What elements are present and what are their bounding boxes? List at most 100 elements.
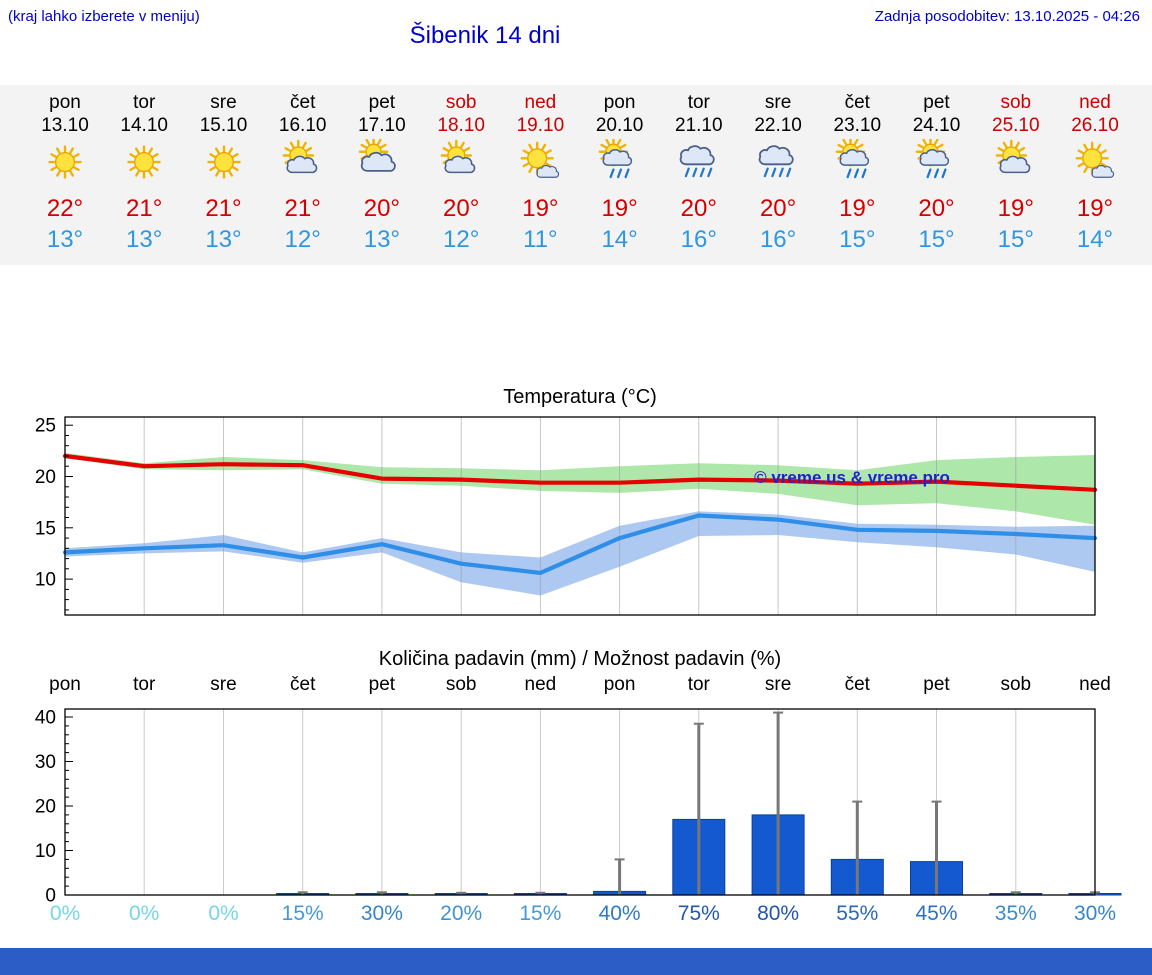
day-date: 26.10 bbox=[1071, 115, 1119, 136]
day-name: pet bbox=[368, 92, 396, 113]
forecast-day-17.10[interactable]: pet 17.10 20° 13° bbox=[339, 85, 425, 254]
forecast-day-23.10[interactable]: čet 23.10 19° 15° bbox=[814, 85, 900, 254]
day-date: 24.10 bbox=[912, 115, 961, 136]
sunny-icon bbox=[22, 139, 108, 189]
min-temp: 15° bbox=[839, 226, 876, 253]
precip-day-label: pon bbox=[603, 674, 636, 695]
sunny-icon bbox=[181, 139, 267, 189]
precip-day-label: sre bbox=[764, 674, 792, 695]
precip-day-labels-row: pon tor sre čet pet sob ned pon tor sre čet pet sob n… bbox=[0, 674, 1152, 698]
forecast-day-24.10[interactable]: pet 24.10 20° 15° bbox=[894, 85, 980, 254]
day-date: 18.10 bbox=[437, 115, 485, 136]
day-name: sre bbox=[210, 92, 237, 113]
partly-cloudy-icon bbox=[973, 139, 1059, 189]
day-name: sob bbox=[445, 92, 477, 113]
max-temp: 21° bbox=[205, 195, 242, 222]
svg-text:0: 0 bbox=[45, 886, 56, 904]
day-date: 14.10 bbox=[120, 115, 168, 136]
svg-text:20: 20 bbox=[35, 797, 56, 818]
forecast-day-19.10[interactable]: ned 19.10 19° 11° bbox=[497, 85, 583, 254]
partly-cloudy-icon bbox=[418, 139, 504, 189]
cloudy-sun-icon bbox=[339, 136, 425, 189]
day-name: sre bbox=[764, 92, 792, 113]
day-date: 20.10 bbox=[595, 115, 644, 136]
forecast-day-21.10[interactable]: tor 21.10 20° 16° bbox=[656, 85, 742, 254]
precip-day-label: tor bbox=[687, 674, 710, 695]
min-temp: 14° bbox=[601, 226, 638, 253]
precip-percent: 80% bbox=[757, 902, 800, 925]
mostly-sunny-icon bbox=[1052, 139, 1138, 189]
precipitation-chart-title: Količina padavin (mm) / Možnost padavin … bbox=[378, 648, 782, 670]
forecast-day-25.10[interactable]: sob 25.10 19° 15° bbox=[973, 85, 1059, 254]
day-date: 13.10 bbox=[41, 115, 89, 136]
day-name: tor bbox=[133, 92, 156, 113]
copyright-watermark: © vreme.us & vreme.pro bbox=[754, 468, 950, 487]
rain-icon bbox=[735, 139, 821, 189]
day-name: pet bbox=[923, 92, 950, 113]
max-temp: 20° bbox=[680, 195, 717, 222]
precip-percent: 45% bbox=[915, 902, 958, 925]
forecast-strip: pon 13.10 22° 13° tor 14.10 21° 13° sre 15.10 21° 1… bbox=[0, 85, 1152, 265]
forecast-day-20.10[interactable]: pon 20.10 19° 14° bbox=[577, 85, 663, 254]
max-temp: 20° bbox=[759, 195, 797, 222]
precip-day-label: sob bbox=[1000, 674, 1032, 695]
forecast-day-15.10[interactable]: sre 15.10 21° 13° bbox=[181, 85, 267, 254]
min-temp: 13° bbox=[46, 226, 84, 253]
min-temp: 15° bbox=[918, 226, 955, 253]
min-temp: 13° bbox=[205, 226, 242, 253]
day-name: sob bbox=[1000, 92, 1032, 113]
mostly-sunny-icon bbox=[497, 139, 583, 189]
svg-text:25: 25 bbox=[35, 416, 56, 437]
day-name: ned bbox=[524, 92, 557, 113]
precip-percent: 15% bbox=[519, 902, 562, 925]
day-name: tor bbox=[687, 92, 710, 113]
day-date: 19.10 bbox=[516, 115, 565, 136]
forecast-day-16.10[interactable]: čet 16.10 21° 12° bbox=[260, 85, 346, 254]
svg-text:15: 15 bbox=[35, 518, 56, 539]
svg-text:10: 10 bbox=[35, 570, 56, 591]
precip-percent: 0% bbox=[129, 902, 160, 925]
day-date: 21.10 bbox=[675, 115, 723, 136]
day-name: čet bbox=[844, 92, 870, 113]
day-date: 15.10 bbox=[199, 115, 248, 136]
precip-percent: 15% bbox=[281, 902, 324, 925]
day-date: 23.10 bbox=[833, 115, 882, 136]
precip-day-label: pet bbox=[923, 674, 950, 695]
forecast-day-26.10[interactable]: ned 26.10 19° 14° bbox=[1052, 85, 1138, 254]
precip-day-label: sre bbox=[210, 674, 237, 695]
menu-hint-text: (kraj lahko izberete v meniju) bbox=[8, 8, 200, 25]
max-temp: 21° bbox=[126, 195, 163, 222]
forecast-day-22.10[interactable]: sre 22.10 20° 16° bbox=[735, 85, 821, 254]
day-name: pon bbox=[603, 92, 636, 113]
day-date: 25.10 bbox=[992, 115, 1040, 136]
day-date: 17.10 bbox=[358, 115, 406, 136]
precip-day-label: sob bbox=[445, 674, 477, 695]
page-title: Šibenik 14 dni bbox=[409, 22, 561, 49]
partly-cloudy-icon bbox=[260, 139, 346, 189]
svg-text:40: 40 bbox=[35, 708, 56, 729]
precip-percent: 40% bbox=[598, 902, 641, 925]
max-temp: 20° bbox=[918, 195, 955, 222]
max-temp: 22° bbox=[46, 195, 84, 222]
forecast-day-13.10[interactable]: pon 13.10 22° 13° bbox=[22, 85, 108, 254]
precip-day-label: pet bbox=[368, 674, 396, 695]
day-name: čet bbox=[290, 92, 316, 113]
sun-showers-icon bbox=[577, 136, 663, 189]
svg-text:30: 30 bbox=[35, 752, 56, 773]
forecast-day-14.10[interactable]: tor 14.10 21° 13° bbox=[101, 85, 187, 254]
min-temp: 13° bbox=[363, 226, 401, 253]
min-temp: 15° bbox=[997, 226, 1034, 253]
precipitation-chart: 0 10 20 30 40 bbox=[35, 708, 1122, 904]
forecast-day-18.10[interactable]: sob 18.10 20° 12° bbox=[418, 85, 504, 254]
precip-day-label: čet bbox=[290, 674, 316, 695]
min-temp: 16° bbox=[759, 226, 797, 253]
day-name: pon bbox=[49, 92, 81, 113]
min-temp: 12° bbox=[443, 226, 480, 253]
day-date: 22.10 bbox=[754, 115, 802, 136]
max-temp: 19° bbox=[601, 195, 638, 222]
svg-text:10: 10 bbox=[35, 841, 56, 862]
sun-showers-icon bbox=[814, 136, 900, 189]
svg-text:20: 20 bbox=[35, 467, 56, 488]
min-temp: 14° bbox=[1076, 226, 1114, 253]
